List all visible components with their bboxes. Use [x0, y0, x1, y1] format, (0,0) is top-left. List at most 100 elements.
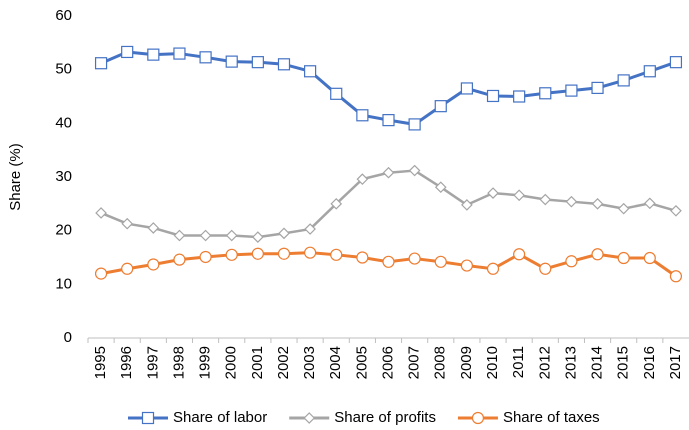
x-tick-label: 1997 — [144, 346, 161, 379]
legend-marker — [471, 411, 485, 425]
x-tick-label: 2010 — [484, 346, 501, 379]
x-tick-label: 2006 — [379, 346, 396, 379]
marker — [460, 259, 473, 272]
x-tick-label: 1998 — [170, 346, 187, 379]
marker — [251, 231, 264, 243]
marker — [330, 87, 343, 100]
y-tick-label: 50 — [55, 61, 72, 78]
marker — [304, 65, 317, 78]
legend-marker — [141, 411, 155, 425]
marker — [669, 56, 683, 69]
x-tick-label: 2008 — [432, 346, 449, 379]
x-tick-label: 2000 — [223, 346, 240, 379]
y-tick-label: 0 — [64, 329, 72, 346]
x-tick-label: 1995 — [92, 346, 109, 379]
marker — [95, 207, 107, 219]
marker — [147, 222, 160, 234]
marker — [513, 189, 526, 202]
marker — [486, 262, 500, 275]
marker — [617, 202, 630, 215]
y-tick-label: 30 — [55, 168, 72, 185]
x-tick-label: 2009 — [458, 346, 475, 379]
x-tick-label: 2014 — [589, 346, 606, 379]
marker — [539, 262, 552, 275]
marker — [121, 45, 134, 59]
marker — [513, 248, 526, 261]
marker — [330, 248, 343, 261]
marker — [565, 195, 578, 208]
marker — [121, 217, 134, 230]
marker — [173, 47, 186, 60]
marker — [356, 251, 369, 264]
marker — [121, 262, 134, 275]
marker — [643, 197, 656, 210]
y-tick-label: 10 — [55, 275, 72, 292]
legend-label: Share of labor — [173, 409, 267, 426]
marker — [408, 252, 421, 265]
marker — [382, 166, 395, 179]
marker — [434, 181, 447, 194]
x-tick-label: 2007 — [406, 346, 423, 379]
marker — [591, 248, 604, 261]
marker — [382, 114, 395, 127]
marker — [251, 247, 264, 260]
marker — [356, 173, 369, 185]
marker — [669, 270, 683, 283]
y-axis-label: Share (%) — [7, 143, 24, 211]
marker — [330, 197, 343, 210]
marker — [643, 65, 656, 78]
x-tick-label: 2003 — [301, 346, 318, 379]
legend-marker — [303, 412, 316, 424]
x-tick-label: 1996 — [118, 346, 135, 379]
marker — [278, 227, 290, 240]
marker — [461, 199, 473, 211]
x-tick-label: 2001 — [249, 346, 266, 379]
marker — [513, 90, 526, 103]
marker — [199, 250, 212, 264]
marker — [382, 255, 395, 268]
x-tick-label: 2012 — [536, 346, 553, 379]
marker — [173, 229, 186, 242]
marker — [565, 255, 578, 268]
marker — [277, 247, 291, 260]
x-tick-label: 2002 — [275, 346, 292, 379]
x-tick-label: 2013 — [562, 346, 579, 379]
marker — [199, 51, 212, 64]
legend-label: Share of profits — [334, 409, 436, 426]
marker — [434, 255, 447, 268]
marker — [643, 251, 656, 265]
marker — [565, 84, 578, 97]
x-tick-label: 2015 — [615, 346, 632, 379]
y-tick-label: 60 — [55, 7, 72, 24]
x-tick-label: 2005 — [353, 346, 370, 379]
marker — [277, 58, 291, 71]
marker — [591, 197, 604, 210]
marker — [251, 56, 264, 69]
marker — [94, 267, 108, 280]
marker — [147, 258, 160, 271]
marker — [304, 223, 316, 235]
marker — [199, 229, 212, 242]
marker — [408, 164, 421, 177]
marker — [591, 81, 604, 95]
marker — [173, 253, 186, 266]
x-tick-label: 2016 — [641, 346, 658, 379]
marker — [408, 118, 421, 131]
marker — [670, 204, 682, 217]
marker — [434, 100, 447, 113]
marker — [486, 89, 500, 103]
marker — [460, 82, 473, 95]
x-tick-label: 1999 — [197, 346, 214, 379]
y-tick-label: 40 — [55, 114, 72, 131]
marker — [304, 246, 317, 259]
x-tick-label: 2004 — [327, 346, 344, 379]
x-tick-label: 2011 — [510, 346, 527, 378]
series-line — [100, 169, 677, 239]
marker — [487, 187, 499, 199]
marker — [539, 193, 552, 206]
marker — [617, 74, 630, 87]
marker — [225, 248, 238, 261]
marker — [617, 251, 630, 265]
marker — [147, 48, 160, 61]
y-tick-label: 20 — [55, 222, 72, 239]
